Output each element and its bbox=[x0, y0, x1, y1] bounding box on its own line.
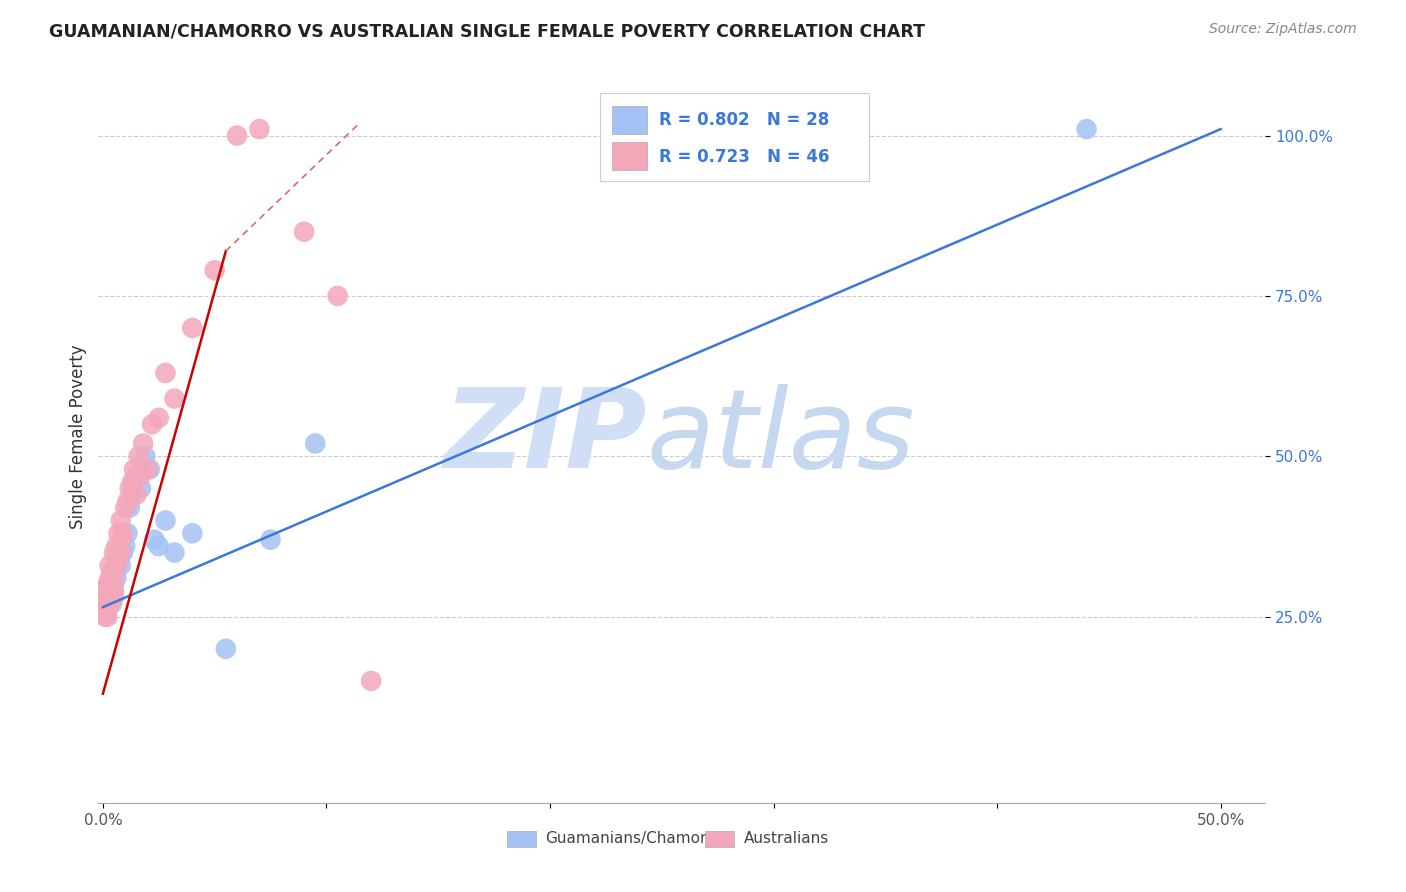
Point bbox=[96, 603, 118, 617]
Point bbox=[247, 122, 270, 136]
Point bbox=[111, 545, 134, 559]
Point bbox=[111, 526, 134, 541]
Point bbox=[155, 366, 177, 380]
Point bbox=[96, 597, 118, 611]
Text: Source: ZipAtlas.com: Source: ZipAtlas.com bbox=[1209, 22, 1357, 37]
Bar bbox=[508, 830, 536, 847]
Text: atlas: atlas bbox=[647, 384, 915, 491]
Text: GUAMANIAN/CHAMORRO VS AUSTRALIAN SINGLE FEMALE POVERTY CORRELATION CHART: GUAMANIAN/CHAMORRO VS AUSTRALIAN SINGLE … bbox=[49, 22, 925, 40]
Point bbox=[110, 533, 132, 547]
Point bbox=[94, 597, 117, 611]
Point bbox=[107, 526, 129, 541]
Point bbox=[110, 545, 132, 559]
Point bbox=[128, 450, 150, 464]
Point bbox=[105, 571, 128, 585]
Point bbox=[98, 558, 121, 573]
Point bbox=[107, 552, 129, 566]
Point bbox=[103, 577, 125, 591]
Point bbox=[96, 609, 118, 624]
Point bbox=[105, 539, 128, 553]
Point bbox=[101, 591, 124, 605]
Text: R = 0.723   N = 46: R = 0.723 N = 46 bbox=[658, 148, 830, 166]
Point bbox=[103, 591, 125, 605]
Point bbox=[96, 591, 118, 605]
Point bbox=[121, 488, 143, 502]
Point bbox=[105, 558, 128, 573]
Point bbox=[114, 539, 136, 553]
Point bbox=[98, 597, 121, 611]
Bar bbox=[612, 106, 647, 134]
Point bbox=[304, 436, 326, 450]
Point bbox=[129, 468, 152, 483]
Point bbox=[148, 410, 170, 425]
Point bbox=[103, 545, 125, 559]
Point bbox=[103, 565, 125, 579]
Point bbox=[98, 577, 121, 591]
Point bbox=[96, 577, 118, 591]
Point bbox=[136, 462, 159, 476]
Text: Australians: Australians bbox=[744, 831, 830, 847]
Point bbox=[181, 321, 204, 335]
Point bbox=[132, 436, 155, 450]
Point bbox=[125, 468, 148, 483]
Point bbox=[117, 494, 139, 508]
Point bbox=[155, 514, 177, 528]
Point bbox=[98, 571, 121, 585]
Point bbox=[181, 526, 204, 541]
Point bbox=[94, 584, 117, 599]
Point bbox=[129, 482, 152, 496]
Bar bbox=[612, 143, 647, 170]
Point bbox=[326, 289, 349, 303]
Point bbox=[114, 500, 136, 515]
Point bbox=[121, 475, 143, 489]
Text: Guamanians/Chamorros: Guamanians/Chamorros bbox=[546, 831, 730, 847]
Point bbox=[94, 600, 117, 615]
Point bbox=[103, 565, 125, 579]
Point bbox=[122, 462, 145, 476]
Point bbox=[118, 500, 141, 515]
Point bbox=[163, 392, 186, 406]
Point bbox=[101, 597, 124, 611]
Point bbox=[98, 591, 121, 605]
Point bbox=[117, 526, 139, 541]
Point bbox=[204, 263, 226, 277]
Point bbox=[143, 533, 166, 547]
Point bbox=[94, 609, 117, 624]
Point bbox=[107, 552, 129, 566]
Y-axis label: Single Female Poverty: Single Female Poverty bbox=[69, 345, 87, 529]
Point bbox=[118, 482, 141, 496]
Point bbox=[110, 514, 132, 528]
Point bbox=[98, 584, 121, 599]
Point bbox=[226, 128, 249, 143]
Point bbox=[134, 450, 156, 464]
Bar bbox=[706, 830, 734, 847]
Point bbox=[103, 584, 125, 599]
Point bbox=[1076, 122, 1098, 136]
Point bbox=[360, 673, 382, 688]
Text: R = 0.802   N = 28: R = 0.802 N = 28 bbox=[658, 112, 828, 129]
Point bbox=[163, 545, 186, 559]
Text: ZIP: ZIP bbox=[443, 384, 647, 491]
Point bbox=[292, 225, 315, 239]
Point bbox=[110, 558, 132, 573]
FancyBboxPatch shape bbox=[600, 94, 869, 181]
Point bbox=[101, 565, 124, 579]
Point bbox=[139, 462, 162, 476]
Point bbox=[141, 417, 163, 432]
Point bbox=[148, 539, 170, 553]
Point bbox=[259, 533, 281, 547]
Point bbox=[125, 488, 148, 502]
Point bbox=[215, 641, 238, 656]
